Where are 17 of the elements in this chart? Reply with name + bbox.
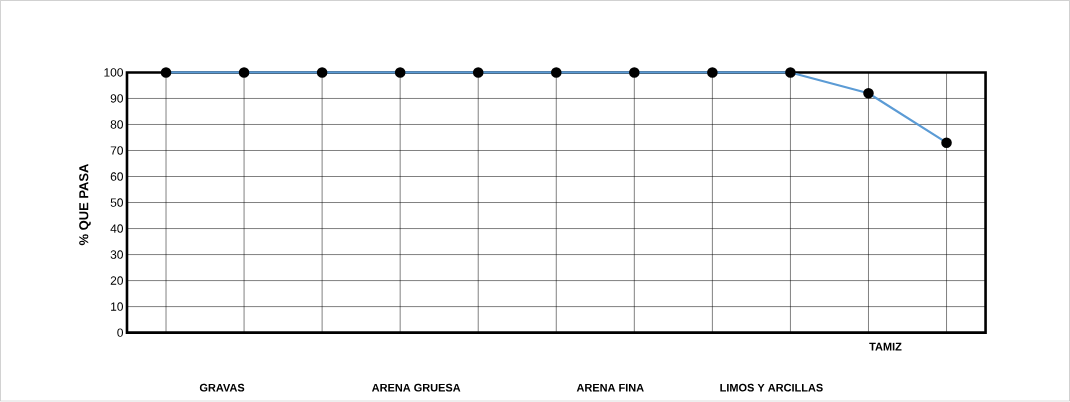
text: ARENA GRUESA — [371, 384, 461, 392]
y-tick-label: 40 — [110, 224, 123, 233]
y-tick-label: 70 — [110, 146, 123, 155]
y-tick-label: 10 — [111, 302, 123, 312]
y-tick-label: 0 — [117, 328, 124, 338]
x-axis-title: TAMIZ — [869, 343, 902, 351]
y-tick-label: 20 — [110, 276, 123, 286]
y-tick-label: 100 — [104, 68, 123, 77]
text: LIMOS Y ARCILLAS — [720, 384, 823, 392]
y-tick-label: 30 — [110, 250, 123, 260]
text: ARENA FINA — [576, 384, 644, 392]
y-tick-label: 90 — [110, 94, 123, 103]
text: GRAVAS — [199, 384, 245, 392]
y-tick-label: 60 — [110, 172, 123, 181]
y-tick-label: 80 — [110, 120, 123, 129]
y-axis-title: % QUE PASA — [79, 164, 91, 246]
y-tick-label: 50 — [110, 198, 123, 207]
